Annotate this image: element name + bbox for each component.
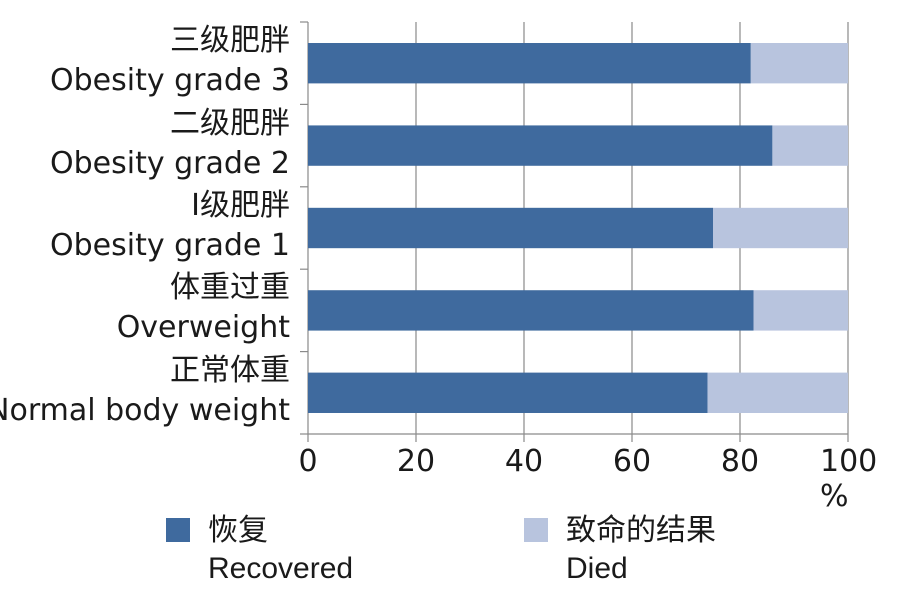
category-label-zh: 正常体重 [170,352,290,388]
legend-label-zh: 致命的结果 [566,513,716,548]
bar-died-1 [772,125,848,166]
category-label-zh: I级肥胖 [191,188,290,223]
category-label-en: Obesity grade 2 [49,145,290,181]
bar-died-2 [713,207,848,249]
category-label-zh: 三级肥胖 [170,23,290,59]
bar-died-0 [750,43,848,84]
legend-item-recovered: 恢复 Recovered [166,512,353,588]
bar-recovered-2 [308,207,713,249]
bar-recovered-4 [308,372,708,413]
legend-label-en: Died [566,552,628,585]
category-label: I级肥胖 Obesity grade 1 [50,186,290,266]
legend-item-died: 致命的结果 Died [524,512,716,588]
category-label-en: Obesity grade 1 [49,228,290,263]
x-tick-label: 0 [298,444,318,479]
category-label-en: Obesity grade 3 [49,63,290,99]
x-tick-label: 60 [612,444,652,479]
legend-label-zh: 恢复 [208,513,268,548]
category-label: 二级肥胖 Obesity grade 2 [50,104,290,184]
category-label: 正常体重 Normal body weight [0,351,290,431]
category-label-en: Overweight [116,310,290,346]
bar-died-3 [753,290,848,331]
category-label: 体重过重 Overweight [117,268,290,348]
legend-swatch-died [524,518,548,542]
bar-recovered-1 [308,125,773,166]
legend-label-en: Recovered [208,552,354,585]
x-tick-label: 80 [720,444,760,479]
bars [308,43,848,413]
bar-recovered-0 [308,43,751,84]
x-tick-label: 100 % [820,444,878,514]
bar-died-4 [707,372,848,413]
x-tick-label: 40 [504,444,544,479]
legend-swatch-recovered [166,518,190,542]
category-label-zh: 体重过重 [170,270,290,306]
x-tick-label: 20 [396,444,436,479]
bar-recovered-3 [308,290,754,331]
category-label-en: Normal body weight [0,392,290,428]
category-label-zh: 二级肥胖 [170,105,290,141]
category-label: 三级肥胖 Obesity grade 3 [50,21,290,101]
